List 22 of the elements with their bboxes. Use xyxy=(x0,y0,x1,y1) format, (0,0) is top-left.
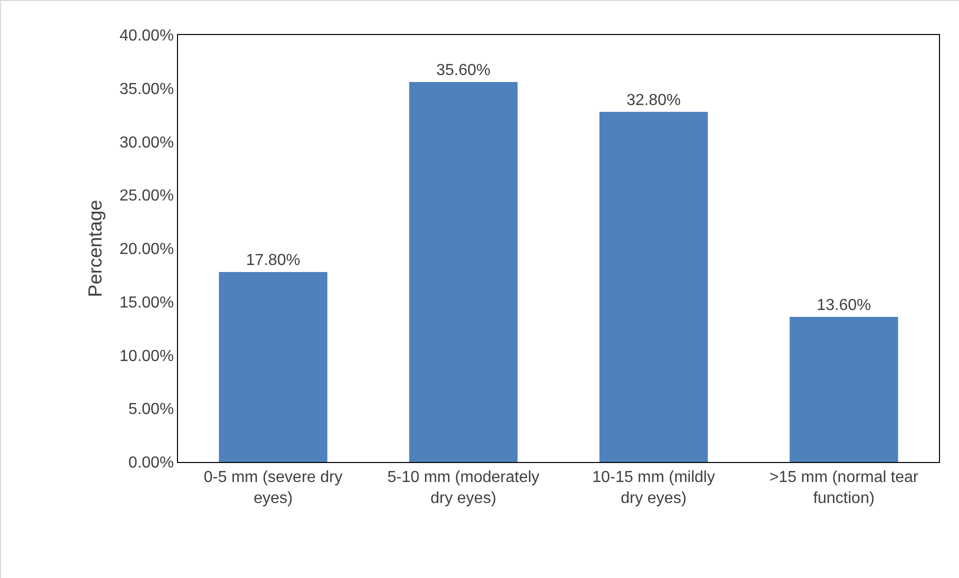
x-tick-label: 5-10 mm (moderately dry eyes) xyxy=(387,469,540,507)
y-tick-label: 35.00% xyxy=(120,80,174,98)
y-tick-label: 40.00% xyxy=(120,28,174,45)
y-tick-label: 15.00% xyxy=(120,294,174,312)
y-tick-label: 5.00% xyxy=(128,401,174,418)
bar xyxy=(599,112,708,462)
bar xyxy=(790,316,898,462)
bar xyxy=(218,272,328,462)
data-label: 17.80% xyxy=(246,252,300,269)
y-tick-label: 30.00% xyxy=(120,134,174,152)
y-tick-label: 0.00% xyxy=(128,454,174,472)
data-label: 32.80% xyxy=(626,92,681,109)
bar xyxy=(409,82,518,462)
data-label: 35.60% xyxy=(436,62,491,79)
x-tick-label: >15 mm (normal tear function) xyxy=(769,469,920,507)
x-tick-label: 10-15 mm (mildly dry eyes) xyxy=(592,469,715,507)
y-tick-label: 20.00% xyxy=(120,241,174,258)
y-tick-label: 25.00% xyxy=(120,188,174,205)
y-axis-title: Percentage xyxy=(85,200,106,298)
y-tick-label: 10.00% xyxy=(120,348,174,365)
data-label: 13.60% xyxy=(816,296,872,314)
x-tick-label: 0-5 mm (severe dry eyes) xyxy=(204,469,342,507)
